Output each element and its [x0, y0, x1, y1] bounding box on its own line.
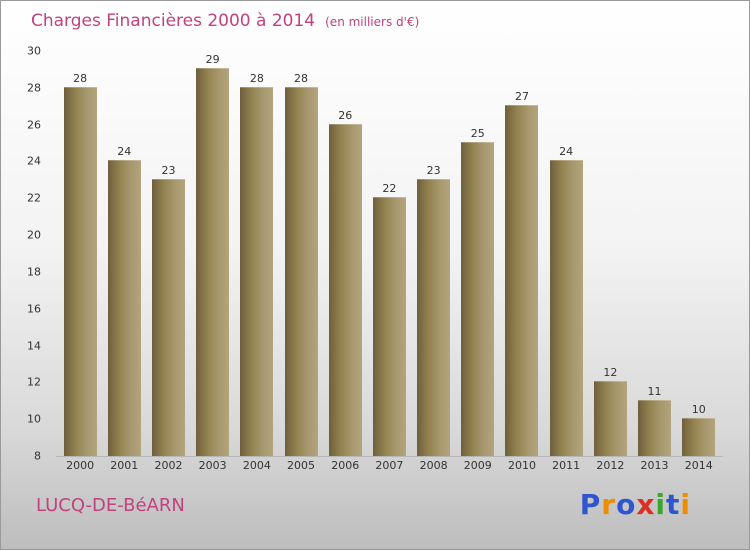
bar: [284, 86, 318, 456]
logo-letter: i: [680, 488, 691, 521]
y-tick-label: 16: [27, 302, 41, 316]
place-name: LUCQ-DE-BéARN: [36, 495, 185, 516]
bar-group: 29: [194, 51, 232, 456]
bar-value-label: 26: [338, 108, 353, 122]
y-tick-label: 20: [27, 228, 41, 242]
y-tick-label: 24: [27, 154, 41, 168]
y-tick-label: 8: [34, 449, 41, 463]
x-axis-label: 2013: [640, 459, 669, 472]
bars: 28 24 23 29 28 28 26 22 23 25 27 24 12 11 10: [56, 51, 723, 456]
x-axis-label: 2014: [684, 459, 713, 472]
x-axis-label: 2007: [375, 459, 404, 472]
bar-group: 23: [149, 51, 187, 456]
logo-letter: i: [655, 488, 666, 521]
x-axis-label: 2002: [154, 459, 183, 472]
bar-group: 27: [503, 51, 541, 456]
x-axis-label: 2010: [507, 459, 536, 472]
bar-group: 28: [282, 51, 320, 456]
bar-group: 26: [326, 51, 364, 456]
x-axis-label: 2011: [552, 459, 581, 472]
y-tick-label: 22: [27, 191, 41, 205]
logo-letter: o: [616, 488, 637, 521]
logo-letter: r: [601, 488, 617, 521]
bar-value-label: 28: [249, 71, 264, 85]
bar: [505, 105, 539, 456]
bar-group: 24: [547, 51, 585, 456]
bar-group: 12: [591, 51, 629, 456]
bar-value-label: 12: [603, 366, 618, 380]
x-axis-label: 2006: [331, 459, 360, 472]
y-axis: 30 28 26 24 22 20 18 16 14 12 10 8: [1, 45, 51, 463]
bar-group: 24: [105, 51, 143, 456]
y-tick-label: 14: [27, 339, 41, 353]
bar-group: 28: [61, 51, 99, 456]
y-tick-label: 18: [27, 265, 41, 279]
x-axis: 2000 2001 2002 2003 2004 2005 2006 2007 2008 2009…: [56, 459, 723, 472]
bar: [240, 86, 274, 456]
bar-value-label: 23: [426, 163, 441, 177]
bar: [107, 160, 141, 456]
bar-value-label: 10: [691, 403, 706, 417]
bar: [682, 418, 716, 456]
bar-value-label: 28: [73, 71, 88, 85]
bar: [372, 197, 406, 456]
x-axis-label: 2001: [110, 459, 139, 472]
y-tick-label: 10: [27, 412, 41, 426]
bar-group: 25: [459, 51, 497, 456]
bar-value-label: 24: [117, 145, 132, 159]
y-tick-label: 12: [27, 375, 41, 389]
bar-value-label: 25: [470, 127, 485, 141]
bar-group: 10: [680, 51, 718, 456]
logo-letter: P: [579, 488, 602, 521]
bar-value-label: 24: [559, 145, 574, 159]
bar-group: 22: [370, 51, 408, 456]
logo: Proxiti: [580, 488, 691, 521]
bar-value-label: 28: [294, 71, 309, 85]
bar: [549, 160, 583, 456]
y-tick-label: 26: [27, 118, 41, 132]
bar: [196, 68, 230, 456]
bar-group: 11: [636, 51, 674, 456]
bar: [638, 399, 672, 456]
bar: [417, 178, 451, 456]
y-tick-label: 30: [27, 44, 41, 58]
bar-group: 28: [238, 51, 276, 456]
chart-title: Charges Financières 2000 à 2014: [31, 11, 316, 31]
bar: [461, 142, 495, 456]
x-axis-label: 2009: [463, 459, 492, 472]
bar-value-label: 11: [647, 384, 662, 398]
bar-value-label: 27: [514, 90, 529, 104]
bar-value-label: 29: [205, 53, 220, 67]
bar: [151, 178, 185, 456]
bar-value-label: 23: [161, 163, 176, 177]
bar-value-label: 22: [382, 182, 397, 196]
x-axis-label: 2008: [419, 459, 448, 472]
logo-letter: x: [636, 488, 656, 521]
x-axis-label: 2000: [66, 459, 95, 472]
bar: [593, 381, 627, 456]
plot-area: 28 24 23 29 28 28 26 22 23 25 27 24 12 11 10: [56, 51, 723, 457]
logo-letter: t: [666, 488, 681, 521]
x-axis-label: 2005: [287, 459, 316, 472]
bar-group: 23: [415, 51, 453, 456]
chart-header: Charges Financières 2000 à 2014 (en mill…: [31, 11, 419, 31]
x-axis-label: 2004: [242, 459, 271, 472]
x-axis-label: 2003: [198, 459, 227, 472]
chart-subtitle: (en milliers d'€): [325, 15, 420, 29]
bar: [328, 123, 362, 456]
x-axis-label: 2012: [596, 459, 625, 472]
bar: [63, 86, 97, 456]
y-tick-label: 28: [27, 81, 41, 95]
